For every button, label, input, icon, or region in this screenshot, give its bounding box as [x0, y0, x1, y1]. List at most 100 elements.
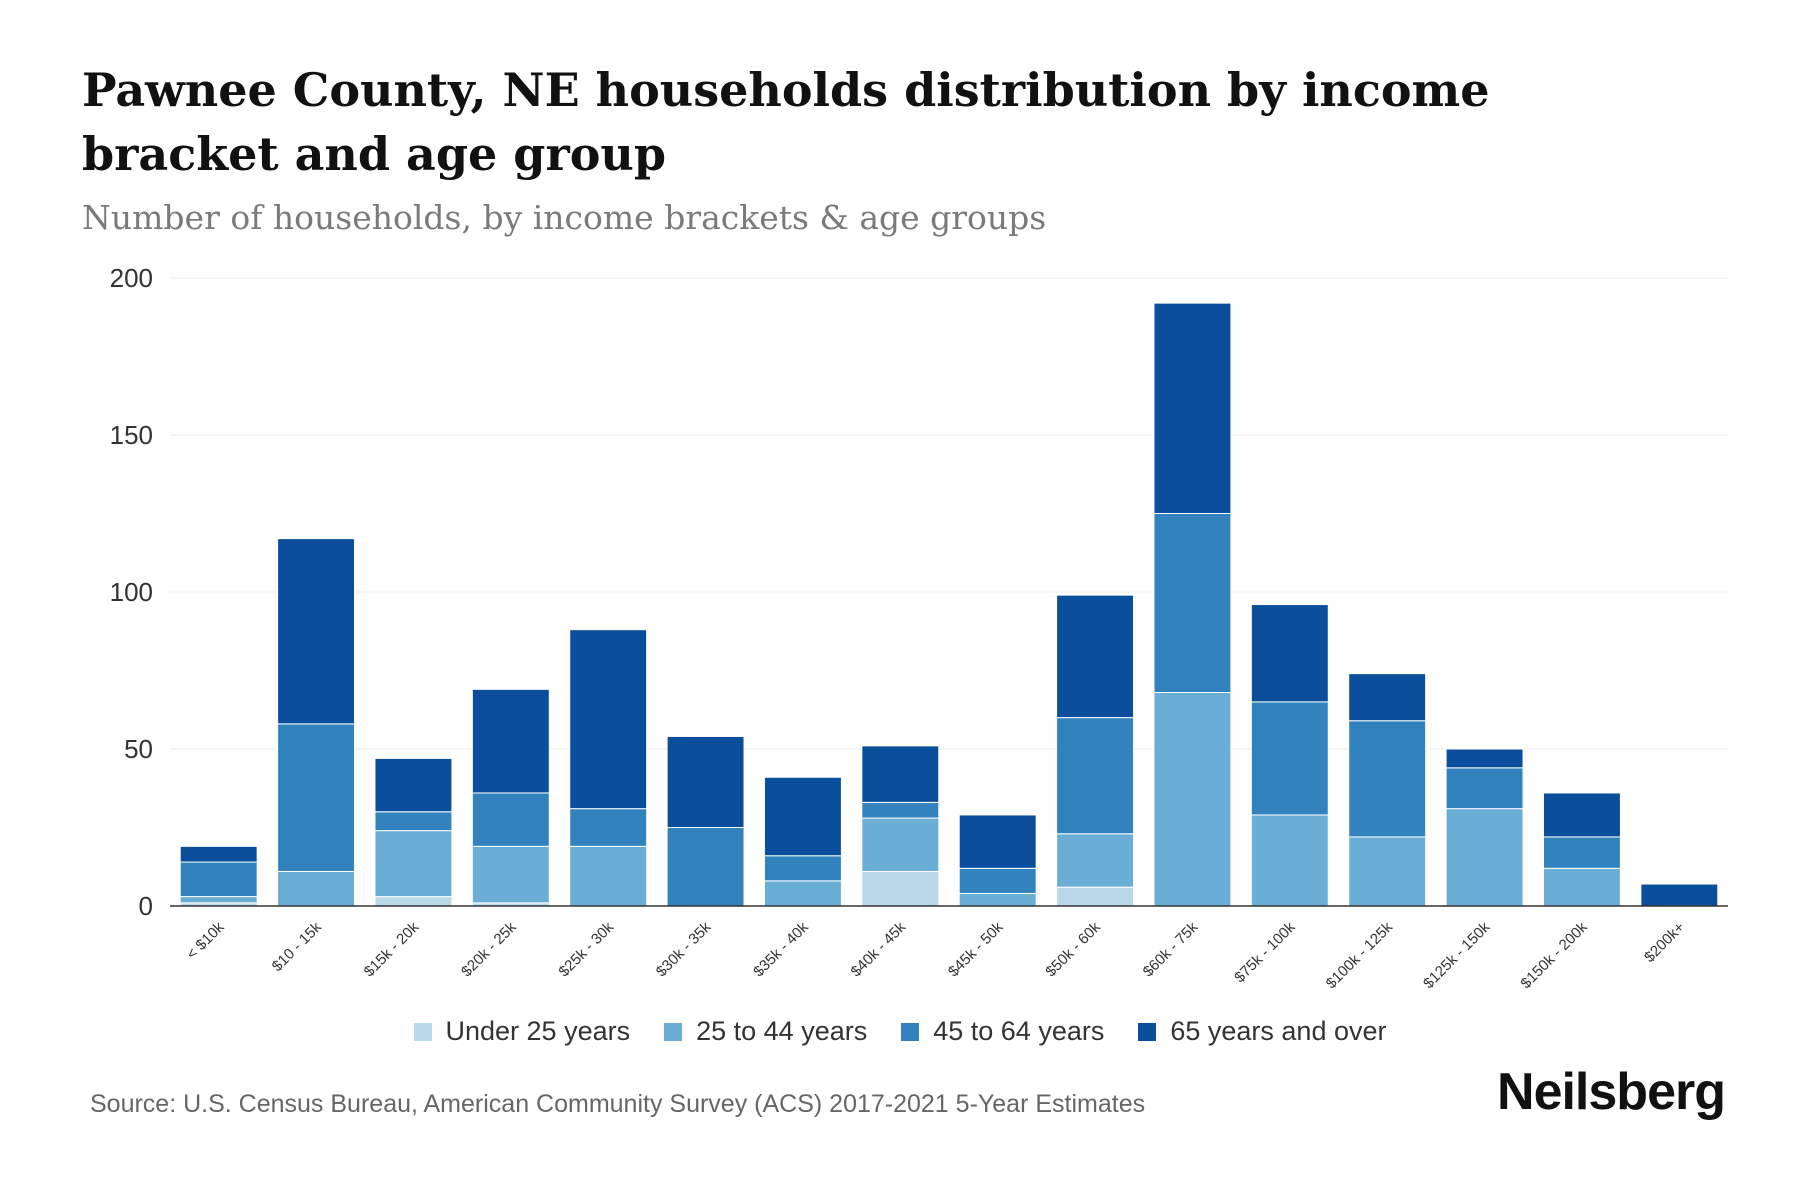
- bar-segment-65-plus: [569, 629, 648, 810]
- legend-swatch: [1138, 1022, 1157, 1041]
- bar-segment-45-64: [569, 808, 648, 847]
- x-tick-label: $100k - 125k: [1323, 918, 1397, 992]
- legend-item: 45 to 64 years: [901, 1016, 1104, 1047]
- bar-stack: [1250, 604, 1329, 907]
- bar-segment-45-64: [1250, 701, 1329, 816]
- x-tick-label: $10 - 15k: [269, 918, 326, 975]
- bar-stack: [1153, 302, 1232, 907]
- bar-segment-25-44: [958, 892, 1037, 907]
- y-axis: 0 50 100 150 200: [110, 263, 153, 921]
- bar-segment-65-plus: [179, 845, 258, 863]
- bar-stack: [958, 814, 1037, 907]
- bar-segment-under-25: [374, 896, 453, 907]
- bar-segment-65-plus: [471, 688, 550, 794]
- x-tick-label: $30k - 35k: [653, 918, 715, 980]
- bar-segment-25-44: [374, 830, 453, 898]
- bar-stack: [374, 757, 453, 907]
- bar-segment-under-25: [1056, 886, 1135, 907]
- bar-segment-65-plus: [666, 735, 745, 828]
- bar-stack: [1542, 792, 1621, 907]
- legend-item: 65 years and over: [1138, 1016, 1387, 1047]
- legend-label: 65 years and over: [1170, 1016, 1387, 1046]
- bar-segment-45-64: [1153, 513, 1232, 693]
- x-axis: < $10k $10 - 15k $15k - 20k $20k - 25k $25k …: [183, 918, 1688, 992]
- bars: [179, 302, 1719, 907]
- bar-segment-45-64: [1445, 767, 1524, 810]
- bar-segment-65-plus: [1056, 594, 1135, 719]
- bar-segment-65-plus: [861, 745, 940, 803]
- x-tick-label: $75k - 100k: [1231, 918, 1299, 986]
- bar-segment-25-44: [471, 845, 550, 904]
- bar-segment-65-plus: [277, 538, 356, 725]
- source-note: Source: U.S. Census Bureau, American Com…: [90, 1090, 1146, 1118]
- bar-segment-65-plus: [1153, 302, 1232, 514]
- bar-segment-25-44: [763, 880, 842, 907]
- x-tick-label: $15k - 20k: [361, 918, 423, 980]
- bar-segment-25-44: [1445, 808, 1524, 907]
- x-tick-label: $150k - 200k: [1517, 918, 1591, 992]
- legend-swatch: [901, 1022, 920, 1041]
- bar-segment-25-44: [1348, 836, 1427, 907]
- bar-segment-25-44: [1153, 691, 1232, 907]
- x-tick-label: $35k - 40k: [750, 918, 812, 980]
- legend: Under 25 years 25 to 44 years 45 to 64 yea…: [0, 1016, 1800, 1047]
- bar-segment-45-64: [471, 792, 550, 847]
- bar-stack: [861, 745, 940, 907]
- bar-segment-45-64: [1542, 836, 1621, 869]
- bar-segment-45-64: [277, 723, 356, 872]
- legend-label: 25 to 44 years: [696, 1016, 868, 1046]
- chart-title: Pawnee County, NE households distributio…: [82, 63, 1490, 181]
- brand-logo: Neilsberg: [1497, 1063, 1726, 1121]
- x-tick-label: $25k - 30k: [555, 918, 617, 980]
- legend-label: Under 25 years: [445, 1016, 631, 1046]
- bar-segment-45-64: [374, 811, 453, 832]
- bar-stack: [1348, 673, 1427, 907]
- bar-stack: [1640, 883, 1719, 907]
- y-tick-label: 50: [124, 734, 153, 764]
- bar-segment-45-64: [861, 801, 940, 819]
- legend-swatch: [664, 1022, 683, 1041]
- bar-stack: [471, 688, 550, 907]
- bar-stack: [569, 629, 648, 907]
- x-tick-label: $200k+: [1641, 919, 1688, 966]
- bar-segment-45-64: [179, 861, 258, 898]
- bar-stack: [179, 845, 258, 907]
- x-tick-label: $125k - 150k: [1420, 918, 1494, 992]
- legend-swatch: [413, 1022, 432, 1041]
- x-tick-label: $20k - 25k: [458, 918, 520, 980]
- bar-stack: [1056, 594, 1135, 907]
- x-tick-label: $50k - 60k: [1042, 918, 1104, 980]
- legend-label: 45 to 64 years: [933, 1016, 1105, 1046]
- bar-segment-45-64: [763, 855, 842, 882]
- bar-segment-65-plus: [958, 814, 1037, 869]
- bar-segment-65-plus: [1445, 748, 1524, 769]
- x-tick-label: < $10k: [183, 918, 228, 963]
- gridlines: [170, 277, 1728, 750]
- bar-segment-45-64: [666, 827, 745, 907]
- y-tick-label: 200: [110, 263, 153, 293]
- bar-stack: [763, 776, 842, 907]
- bar-segment-65-plus: [374, 757, 453, 813]
- bar-segment-under-25: [861, 870, 940, 907]
- bar-segment-65-plus: [1250, 604, 1329, 703]
- legend-item: 25 to 44 years: [664, 1016, 867, 1047]
- bar-segment-65-plus: [763, 776, 842, 857]
- y-tick-label: 150: [110, 420, 153, 450]
- x-tick-label: $60k - 75k: [1140, 918, 1202, 980]
- bar-segment-25-44: [1056, 833, 1135, 888]
- bar-stack: [666, 735, 745, 907]
- bar-segment-25-44: [1542, 867, 1621, 907]
- bar-segment-45-64: [958, 867, 1037, 894]
- y-tick-label: 0: [139, 891, 153, 921]
- bar-segment-65-plus: [1640, 883, 1719, 907]
- bar-segment-25-44: [1250, 814, 1329, 907]
- bar-segment-25-44: [179, 896, 258, 904]
- bar-segment-65-plus: [1542, 792, 1621, 838]
- bar-stack: [1445, 748, 1524, 907]
- bar-segment-25-44: [277, 870, 356, 907]
- bar-segment-25-44: [569, 845, 648, 907]
- bar-segment-25-44: [861, 817, 940, 872]
- x-tick-label: $45k - 50k: [945, 918, 1007, 980]
- legend-item: Under 25 years: [413, 1016, 631, 1047]
- bar-segment-45-64: [1348, 720, 1427, 838]
